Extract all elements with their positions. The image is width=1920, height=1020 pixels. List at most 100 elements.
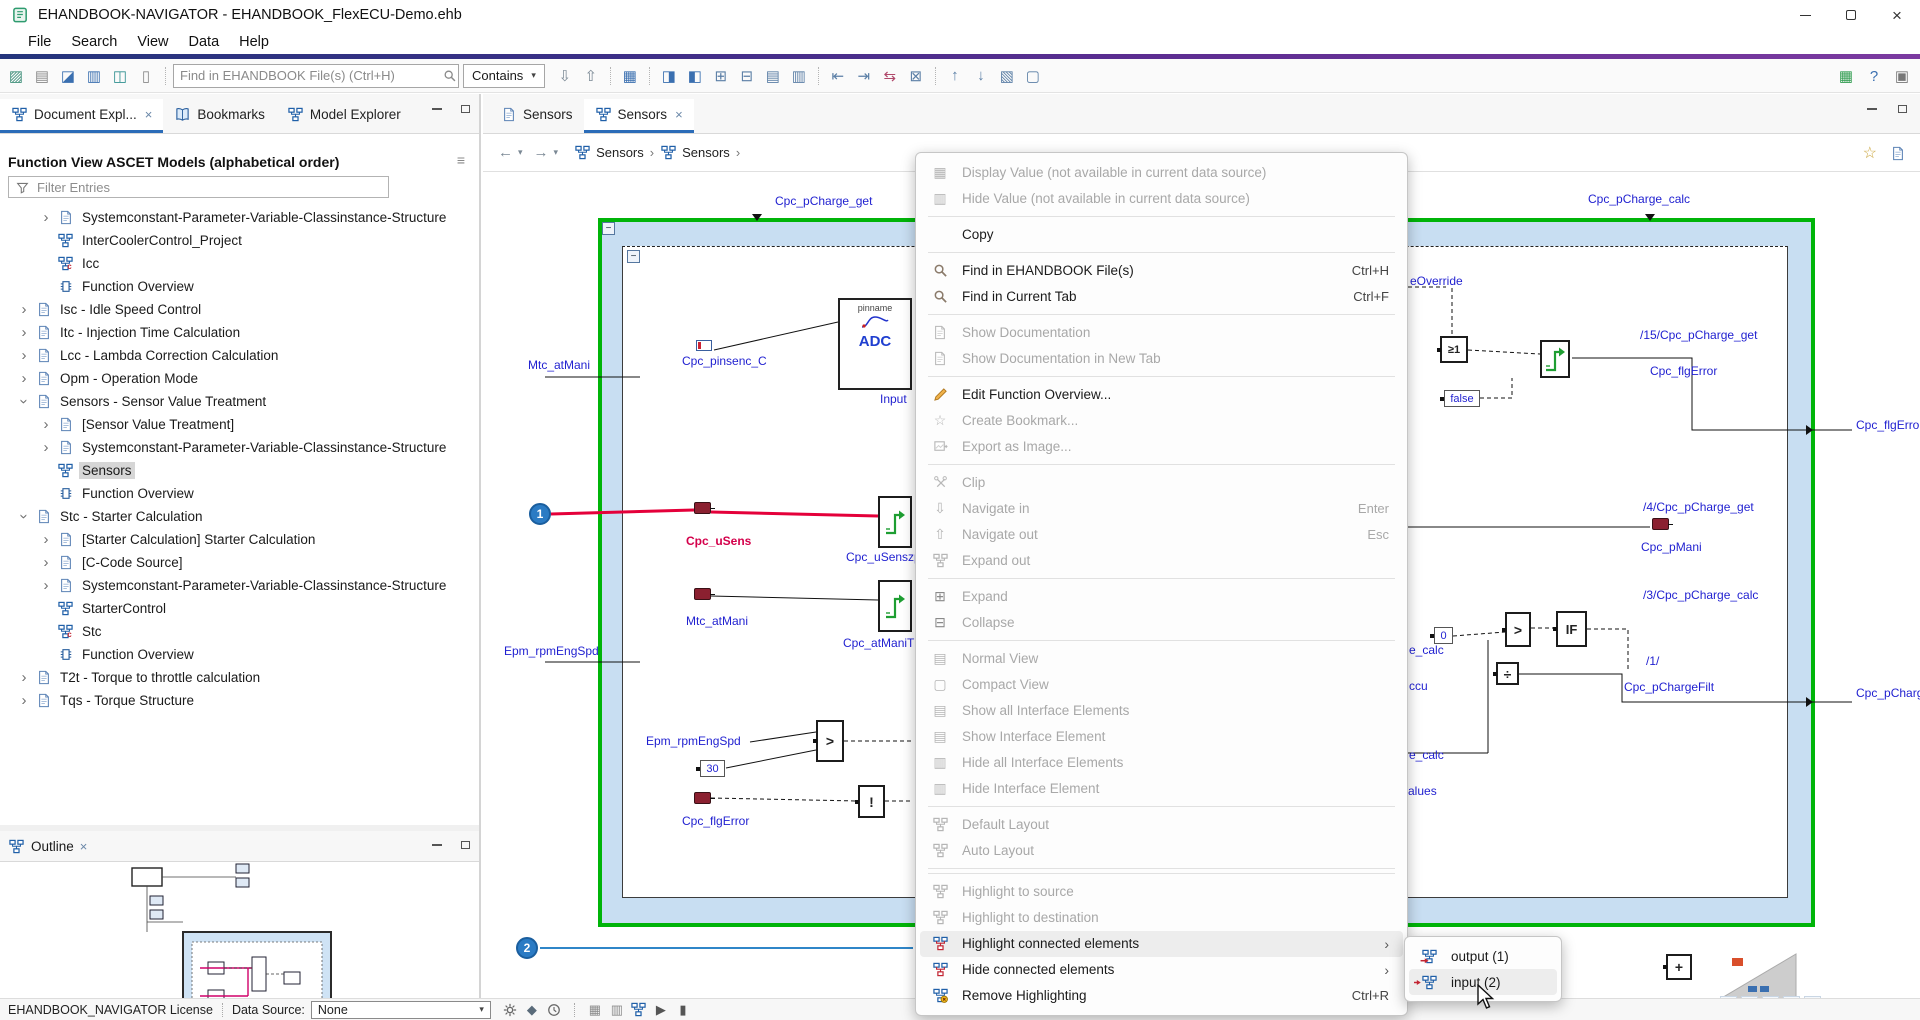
settings-icon[interactable] <box>501 1001 519 1019</box>
pin-toolbar-icon[interactable]: ▣ <box>1894 68 1910 85</box>
diagram-label[interactable]: Cpc_uSenszpM <box>846 550 931 564</box>
filter-input[interactable] <box>37 179 383 195</box>
context-menu-item-find-in-current-tab[interactable]: Find in Current Tab Ctrl+F <box>920 283 1403 309</box>
diagram-label[interactable]: eOverride <box>1410 274 1463 288</box>
breadcrumb-item[interactable]: Sensors <box>574 144 644 161</box>
expand-tree-icon[interactable]: ⊞ <box>714 67 728 85</box>
maximize-button[interactable] <box>1828 0 1874 30</box>
diagram-label[interactable]: Epm_rpmEngSpd <box>646 734 741 748</box>
diagram-label[interactable]: /15/Cpc_pCharge_get <box>1640 328 1758 342</box>
back-button[interactable]: ← <box>498 144 513 161</box>
diagram-block-IF[interactable]: IF <box>1553 611 1587 647</box>
tree-item[interactable]: › Systemconstant-Parameter-Variable-Class… <box>0 574 479 597</box>
chevron-icon[interactable]: › <box>43 439 49 456</box>
grid-layout-icon[interactable]: ▦ <box>1838 68 1854 85</box>
tree-item[interactable]: InterCoolerControl_Project <box>0 229 479 252</box>
context-menu-item-edit-function-overview[interactable]: Edit Function Overview... <box>920 381 1403 407</box>
chevron-icon[interactable]: › <box>15 514 33 519</box>
highlight-destination-icon[interactable]: ⇥ <box>857 67 871 85</box>
diagram-block-[interactable]: > <box>813 720 844 762</box>
open-ehandbook-icon[interactable]: ▨ <box>8 67 24 85</box>
diagram-label[interactable]: Cpc_pinsenc_C <box>682 354 767 368</box>
outline-view-icon[interactable]: ▤ <box>1741 996 1758 998</box>
zoom-out-icon[interactable]: − <box>1762 996 1779 998</box>
next-view-icon[interactable]: ↓ <box>977 67 985 84</box>
menu-search[interactable]: Search <box>71 34 118 50</box>
context-menu-item-highlight-connected-elements[interactable]: Highlight connected elements › <box>920 930 1403 957</box>
context-menu-item-copy[interactable]: Copy <box>920 221 1403 247</box>
navigate-down-icon[interactable]: ⇩ <box>558 67 572 85</box>
fit-view-icon[interactable]: ▣ <box>1804 996 1821 998</box>
diagram-label[interactable]: Input <box>880 392 907 406</box>
search-input[interactable] <box>174 68 441 83</box>
diagram-label[interactable]: /3/Cpc_pCharge_calc <box>1643 588 1759 602</box>
view-menu-icon[interactable]: ≡ <box>456 152 465 168</box>
start-visualization-icon[interactable]: ▶ <box>655 1001 666 1017</box>
navigate-up-icon[interactable]: ⇧ <box>584 67 598 85</box>
chevron-icon[interactable]: › <box>43 554 49 571</box>
panel-tab-document-expl-[interactable]: Document Expl... × <box>0 99 164 133</box>
diagram-label[interactable]: alues <box>1408 784 1437 798</box>
diagram-block-1[interactable]: ≥1 <box>1437 336 1468 363</box>
diagram-label[interactable]: /1/ <box>1646 654 1660 668</box>
detach-window-icon[interactable]: ▢ <box>1025 67 1040 85</box>
chevron-icon[interactable]: › <box>21 370 27 387</box>
editor-tab-sensors[interactable]: Sensors × <box>583 99 694 133</box>
search-mode-dropdown[interactable]: Contains ▾ <box>463 63 545 88</box>
chevron-icon[interactable]: › <box>21 347 27 364</box>
datasource-dropdown[interactable]: None ▾ <box>310 1000 491 1019</box>
context-menu-item-hide-connected-elements[interactable]: Hide connected elements › <box>920 957 1403 983</box>
diagram-label[interactable]: e_calc <box>1409 748 1444 762</box>
chevron-icon[interactable]: › <box>43 531 49 548</box>
panel-tab-bookmarks[interactable]: Bookmarks <box>163 99 276 133</box>
panel-minimize-button[interactable] <box>429 102 445 116</box>
tree-item[interactable]: › [C-Code Source] <box>0 551 479 574</box>
remove-highlighting-icon[interactable]: ⊠ <box>909 67 923 85</box>
diagram-label[interactable]: Cpc_pCharge_get <box>775 194 873 208</box>
tree-item[interactable]: Sensors <box>0 459 479 482</box>
diagram-label[interactable]: Epm_rpmEngSpd <box>504 644 599 658</box>
collapse-outer-button[interactable]: − <box>602 222 615 235</box>
zoom-in-icon[interactable]: + <box>1783 996 1800 998</box>
editor-minimize-button[interactable] <box>1864 102 1880 116</box>
highlight-source-icon[interactable]: ⇤ <box>831 67 845 85</box>
diagram-block-false[interactable]: false <box>1440 390 1480 407</box>
adc-block[interactable]: pinname ADC <box>838 298 912 390</box>
chevron-icon[interactable]: › <box>21 324 27 341</box>
breadcrumb-item[interactable]: Sensors <box>660 144 730 161</box>
tree-item[interactable]: › Systemconstant-Parameter-Variable-Class… <box>0 436 479 459</box>
chevron-icon[interactable]: › <box>43 577 49 594</box>
chevron-icon[interactable]: › <box>21 669 27 686</box>
diagram-block-[interactable]: ! <box>855 785 885 818</box>
diagram-label[interactable]: Cpc_flgError <box>1856 418 1920 432</box>
global-search-box[interactable] <box>173 63 459 88</box>
menu-help[interactable]: Help <box>239 34 269 50</box>
favorite-star-icon[interactable]: ☆ <box>1862 145 1877 162</box>
outline-minimize-button[interactable] <box>429 838 445 852</box>
diagram-block-sensor[interactable] <box>694 792 715 804</box>
menu-data[interactable]: Data <box>188 34 220 50</box>
previous-view-icon[interactable]: ↑ <box>951 67 959 84</box>
diagram-label[interactable]: /4/Cpc_pCharge_get <box>1643 500 1754 514</box>
tree-item[interactable]: › Stc - Starter Calculation <box>0 505 479 528</box>
minimize-button[interactable] <box>1782 0 1828 30</box>
export-image-icon[interactable]: ▧ <box>999 67 1014 85</box>
model-browser-icon[interactable]: ▦ <box>622 67 637 85</box>
hide-values-icon[interactable]: ▥ <box>610 1001 624 1017</box>
help-icon[interactable]: ? <box>1869 67 1879 85</box>
tree-item[interactable]: › Tqs - Torque Structure <box>0 689 479 712</box>
tree-item[interactable]: › T2t - Torque to throttle calculation <box>0 666 479 689</box>
close-icon[interactable]: × <box>144 107 153 122</box>
tree-item[interactable]: › Systemconstant-Parameter-Variable-Class… <box>0 206 479 229</box>
diagram-label[interactable]: ccu <box>1409 679 1428 693</box>
chevron-icon[interactable]: › <box>43 416 49 433</box>
diagram-label[interactable]: Mtc_atMani <box>686 614 749 628</box>
tree-item[interactable]: c Stc <box>0 620 479 643</box>
history-icon[interactable] <box>545 1001 563 1019</box>
forward-history-dropdown[interactable]: ▾ <box>553 147 559 157</box>
collapse-inner-button[interactable]: − <box>627 250 640 263</box>
tree-item[interactable]: StarterControl <box>0 597 479 620</box>
close-icon[interactable]: × <box>675 107 683 122</box>
tree-item[interactable]: Function Overview <box>0 643 479 666</box>
diagram-label[interactable]: Cpc_pCharge_calc <box>1588 192 1691 206</box>
